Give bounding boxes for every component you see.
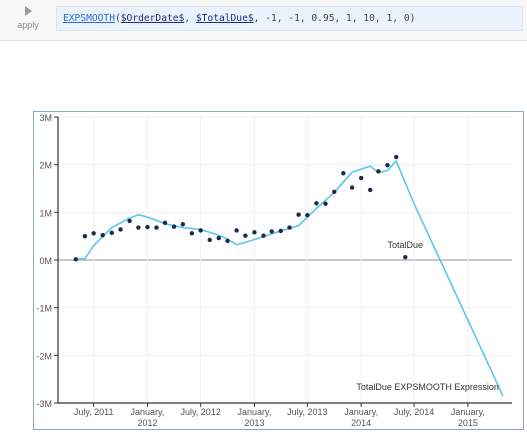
data-point-totaldue [323,201,328,206]
x-tick-label-year: 2015 [458,418,478,428]
chart-frame [33,111,524,430]
x-tick-label-year: 2014 [351,418,371,428]
data-point-totaldue [91,231,96,236]
data-point-totaldue [349,185,355,190]
y-tick-label: -2M [37,351,53,361]
data-point-totaldue [162,220,168,226]
data-point-totaldue [154,225,159,230]
y-tick-label: 3M [39,113,52,123]
formula-toolbar: apply EXPSMOOTH($OrderDate$, $TotalDue$,… [0,0,527,41]
apply-button[interactable]: apply [6,3,50,37]
data-point-totaldue [234,228,239,233]
x-tick-label: July, 2012 [180,407,220,417]
data-point-totaldue [305,212,310,218]
data-point-totaldue [118,227,123,232]
data-point-totaldue [216,235,221,241]
x-tick-label-year: 2012 [137,418,157,428]
data-point-totaldue [207,237,212,243]
data-point-totaldue [296,212,301,217]
x-tick-label: July, 2011 [74,407,114,417]
data-point-totaldue [358,175,364,181]
apply-label: apply [17,20,39,30]
data-point-totaldue [171,224,177,229]
data-point-totaldue [278,228,283,234]
data-point-totaldue [189,231,195,236]
data-point-totaldue [243,233,248,238]
x-tick-label: July, 2013 [287,407,327,417]
y-tick-label: 2M [39,161,52,171]
expression-field-totaldue: $TotalDue$ [195,13,254,24]
y-tick-label: 0M [39,256,52,266]
expression-function: EXPSMOOTH [63,13,115,24]
y-tick-label: -3M [37,399,53,409]
data-point-totaldue [394,154,399,160]
data-point-totaldue [341,171,346,176]
data-point-totaldue [403,254,408,260]
x-tick-label: January, [451,407,485,417]
data-point-totaldue [314,201,319,206]
data-point-totaldue [180,222,186,227]
data-point-totaldue [385,162,390,168]
data-point-totaldue [225,238,230,244]
data-point-totaldue [252,230,257,235]
data-point-totaldue [109,230,114,236]
x-tick-label-year: 2013 [244,418,264,428]
series-line-expsmooth [75,160,504,397]
expression-field-orderdate: $OrderDate$ [120,13,185,24]
data-point-totaldue [127,218,132,224]
data-point-totaldue [332,189,337,195]
y-tick-label: 1M [39,208,52,218]
x-tick-label: July, 2014 [394,407,434,417]
data-point-totaldue [198,228,203,233]
data-point-totaldue [145,224,150,230]
play-icon [24,6,32,16]
data-point-totaldue [82,233,88,239]
expression-open-paren: ( [114,13,121,24]
expression-separator: , [184,13,196,24]
y-tick-label: -1M [37,304,53,314]
data-point-totaldue [376,169,381,174]
data-point-totaldue [136,225,141,230]
data-point-totaldue [261,233,266,238]
x-tick-label: January, [131,407,165,417]
data-point-totaldue [100,233,105,238]
data-point-totaldue [269,229,274,234]
x-tick-label: January, [238,407,272,417]
series-label-expsmooth: TotalDue EXPSMOOTH Expression [356,382,499,392]
data-point-totaldue [287,225,292,230]
x-tick-label: January, [344,407,378,417]
expression-parameters: , -1, -1, 0.95, 1, 10, 1, 0) [253,13,416,24]
expression-input[interactable]: EXPSMOOTH($OrderDate$, $TotalDue$, -1, -… [56,6,523,31]
data-point-totaldue [368,187,373,193]
data-point-totaldue [73,257,79,262]
series-label-totaldue: TotalDue [388,240,424,250]
